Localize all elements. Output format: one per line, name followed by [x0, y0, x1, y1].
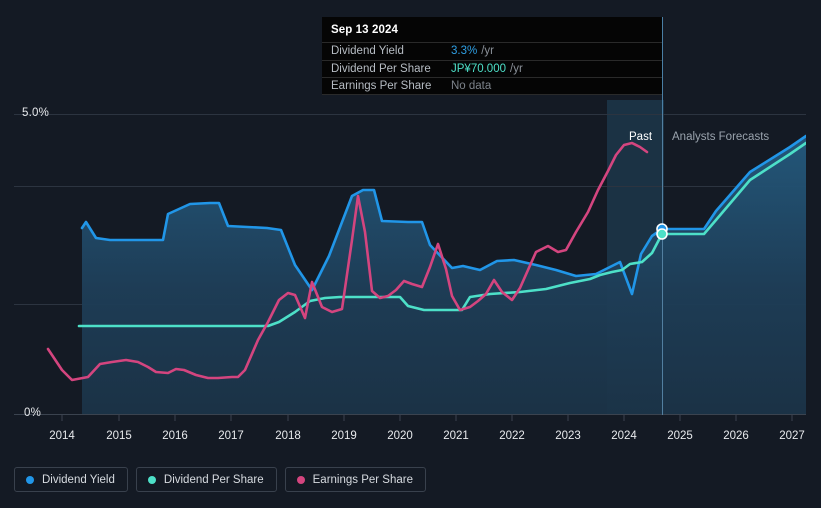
tooltip-key: Earnings Per Share [331, 79, 432, 92]
x-axis-label-2014: 2014 [49, 430, 75, 442]
x-axis-label-2021: 2021 [443, 430, 469, 442]
tooltip-value-no-data: No data [451, 79, 492, 92]
legend-dot-icon [296, 475, 305, 484]
x-axis-label-2022: 2022 [499, 430, 525, 442]
earnings-per-share-line [46, 141, 649, 382]
y-axis-label-bottom: 0% [24, 407, 42, 419]
legend-item-dividend-per-share[interactable]: Dividend Per Share [135, 467, 277, 492]
chart-tooltip: Sep 13 2024 Dividend Yield 3.3% /yr Divi… [322, 17, 662, 95]
tooltip-key: Dividend Per Share [331, 62, 431, 75]
legend-item-earnings-per-share[interactable]: Earnings Per Share [284, 467, 426, 492]
x-axis-ticks [61, 415, 793, 421]
tooltip-row-dividend-per-share: Dividend Per Share JP¥70.000 /yr [322, 59, 662, 78]
tooltip-row-earnings-per-share: Earnings Per Share No data [322, 77, 662, 95]
x-axis-label-2019: 2019 [331, 430, 357, 442]
x-axis-label-2017: 2017 [218, 430, 244, 442]
legend-dot-icon [147, 475, 156, 484]
tooltip-date: Sep 13 2024 [331, 24, 398, 36]
dividend-yield-area [82, 136, 806, 414]
dividend-per-share-marker [656, 228, 668, 240]
x-axis-label-2024: 2024 [611, 430, 637, 442]
tooltip-unit: /yr [510, 62, 523, 75]
legend-item-label: Dividend Per Share [163, 473, 264, 486]
legend-dot-icon [26, 475, 34, 484]
tooltip-value: JP¥70.000 [451, 62, 506, 75]
legend-item-dividend-yield[interactable]: Dividend Yield [14, 467, 128, 492]
x-axis-label-2018: 2018 [275, 430, 301, 442]
tooltip-unit: /yr [481, 45, 494, 58]
legend-item-label: Earnings Per Share [312, 473, 413, 486]
legend-item-label: Dividend Yield [42, 473, 115, 486]
tooltip-key: Dividend Yield [331, 45, 404, 58]
x-axis-label-2015: 2015 [106, 430, 132, 442]
dividend-yield-line [80, 134, 806, 296]
forecast-region-label: Analysts Forecasts [672, 131, 770, 143]
x-axis-label-2016: 2016 [162, 430, 188, 442]
y-axis-label-top: 5.0% [22, 107, 50, 119]
x-axis-label-2026: 2026 [723, 430, 749, 442]
chart-legend: Dividend Yield Dividend Per Share Earnin… [14, 467, 426, 492]
x-axis-label-2025: 2025 [667, 430, 693, 442]
x-axis-label-2023: 2023 [555, 430, 581, 442]
x-axis-label-2027: 2027 [779, 430, 805, 442]
x-axis-label-2020: 2020 [387, 430, 413, 442]
tooltip-row-dividend-yield: Dividend Yield 3.3% /yr [322, 42, 662, 60]
past-region-label: Past [629, 131, 653, 143]
tooltip-value: 3.3% [451, 45, 478, 58]
